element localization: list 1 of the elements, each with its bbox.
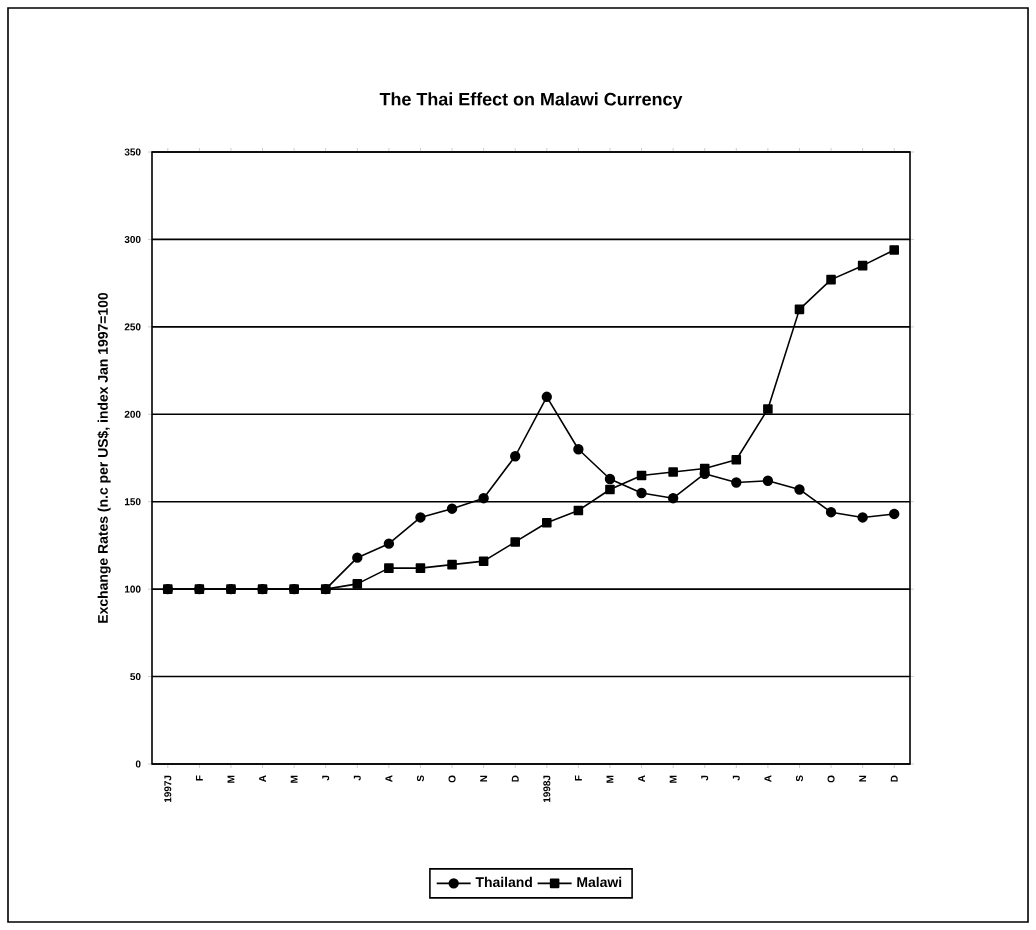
chart-title: The Thai Effect on Malawi Currency xyxy=(379,92,683,110)
